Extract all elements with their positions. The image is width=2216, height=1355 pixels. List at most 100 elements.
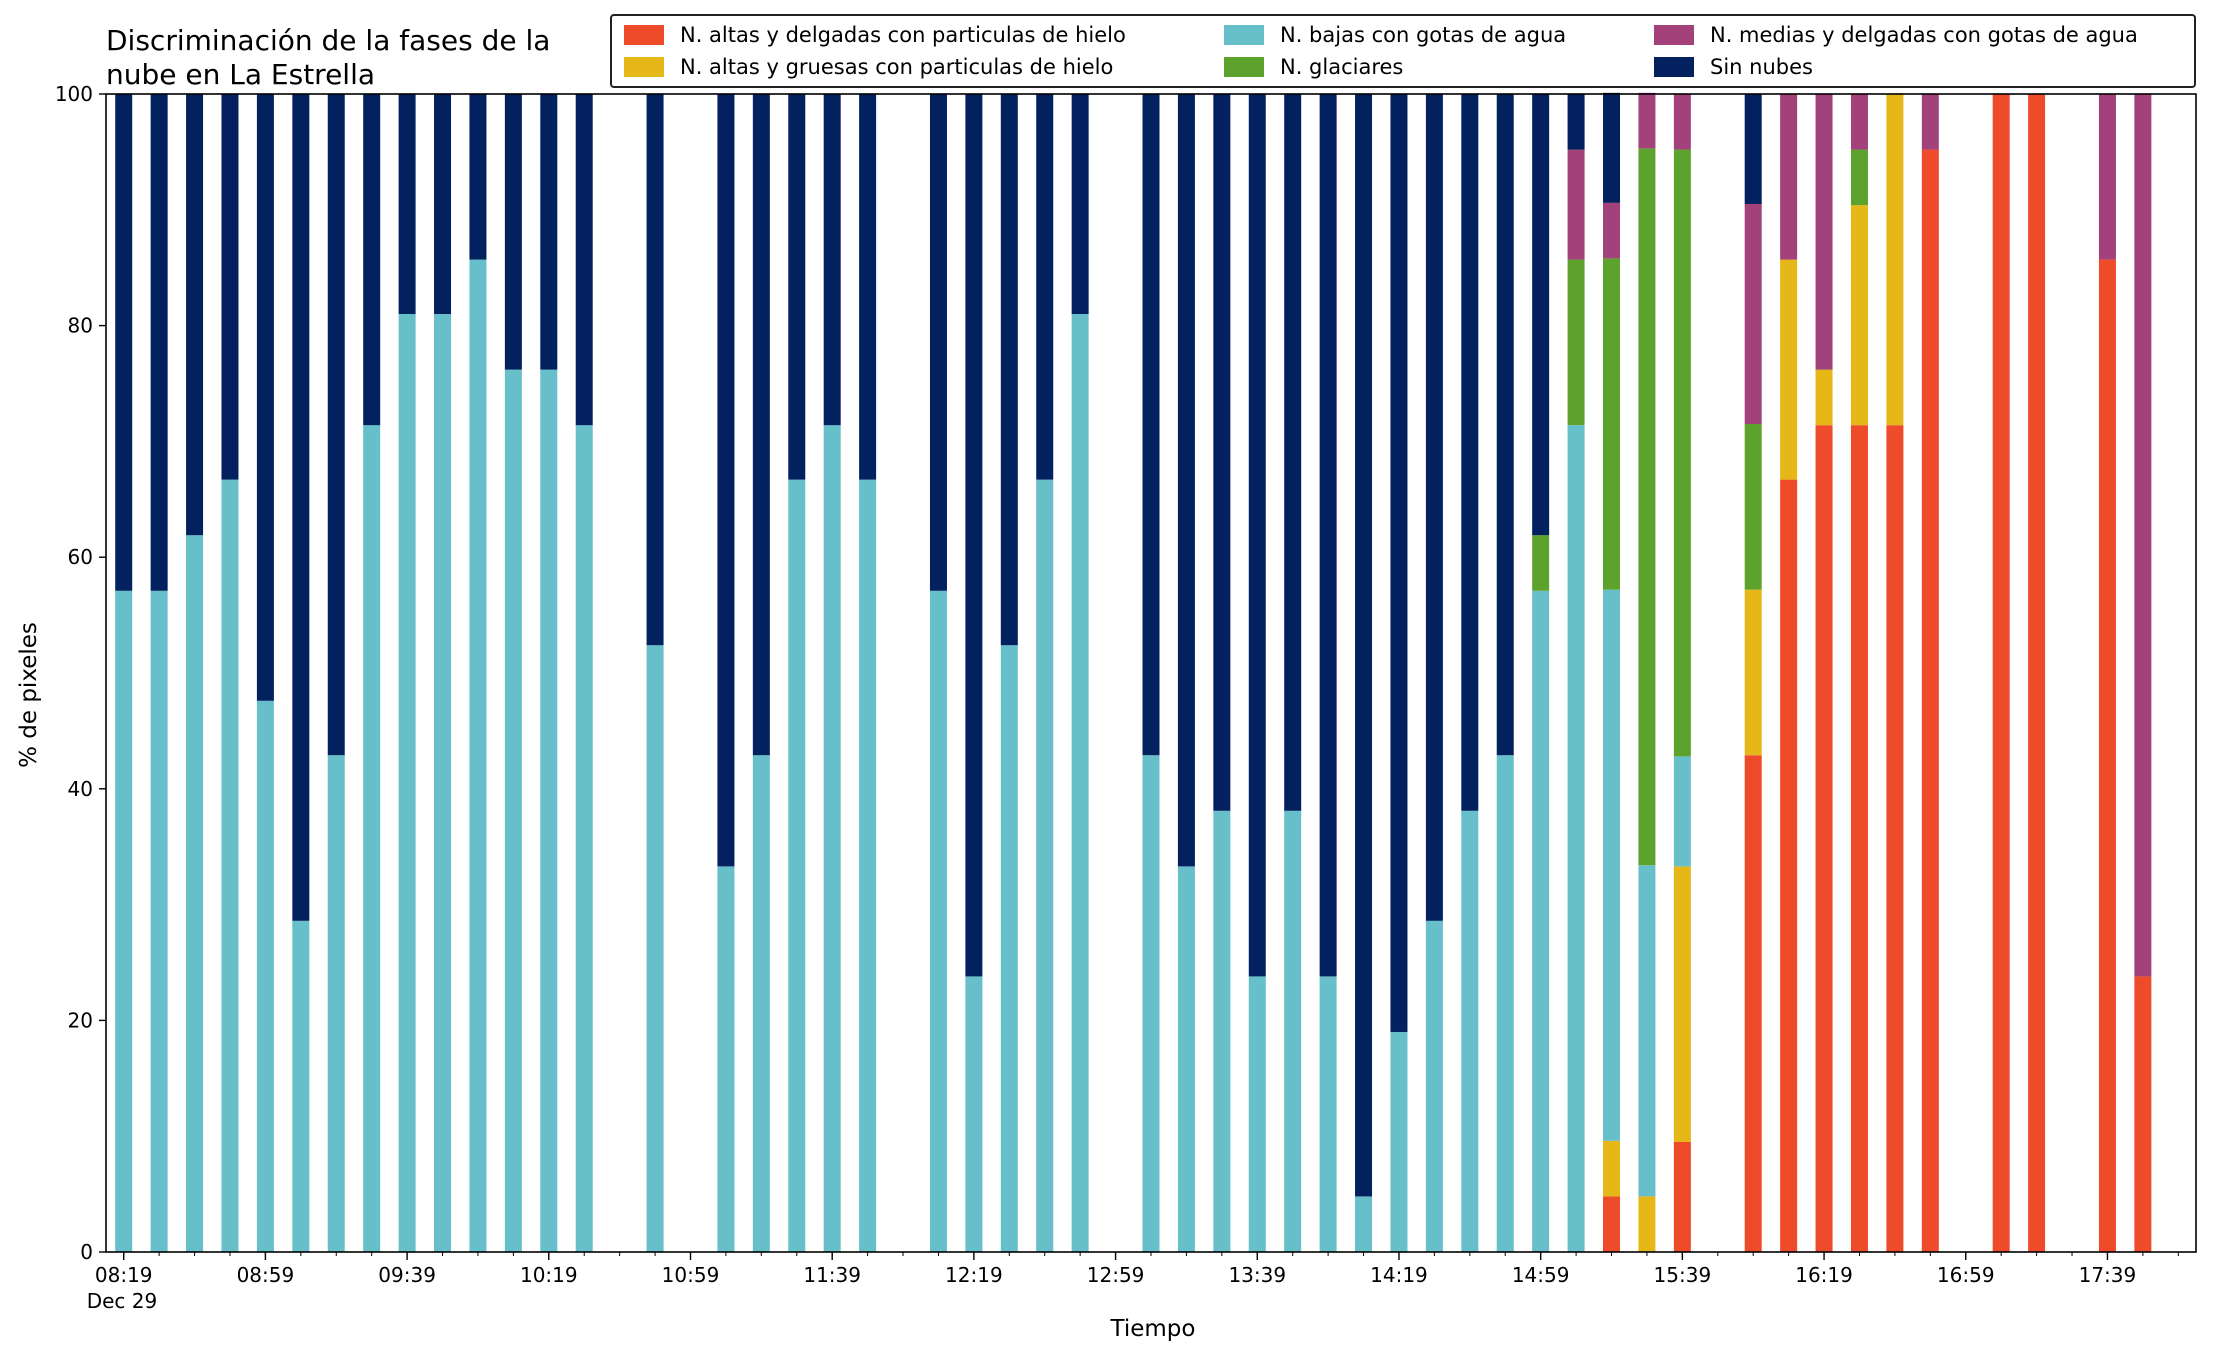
legend-item: N. altas y delgadas con particulas de hi… <box>624 20 1126 50</box>
bar-segment <box>115 94 133 591</box>
x-tick-label: 12:19 <box>945 1263 1003 1287</box>
bar-segment <box>1603 589 1621 1141</box>
bar-segment <box>823 425 841 1252</box>
x-tick-label: 15:39 <box>1654 1263 1712 1287</box>
bar-segment <box>646 645 664 1252</box>
x-tick-sublabel: Dec 29 <box>87 1289 158 1313</box>
bar-segment <box>2098 259 2116 1253</box>
bar-segment <box>823 94 841 426</box>
bar-segment <box>1532 94 1550 536</box>
bar-segment <box>1000 94 1018 646</box>
legend-swatch <box>1224 25 1264 45</box>
bar-segment <box>752 94 770 756</box>
bar-segment <box>1815 425 1833 1252</box>
bar-segment <box>1744 424 1762 590</box>
bar-segment <box>1390 1031 1408 1252</box>
bar-segment <box>1638 92 1656 149</box>
y-tick-label: 0 <box>80 1240 93 1264</box>
bar-segment <box>1248 976 1266 1252</box>
bar-segment <box>1921 149 1939 1253</box>
bar-segment <box>540 94 558 370</box>
bar-segment <box>434 314 452 1252</box>
x-tick-label: 08:19 <box>95 1263 153 1287</box>
bar-segment <box>1425 94 1443 921</box>
y-tick-label: 80 <box>68 314 93 338</box>
bar-segment <box>2134 976 2152 1252</box>
bar-segment <box>256 94 274 701</box>
bar-segment <box>1921 94 1939 150</box>
bar-segment <box>1673 1141 1691 1252</box>
bar-segment <box>1992 94 2010 1252</box>
bar-segment <box>1284 810 1302 1252</box>
bar-segment <box>2098 94 2116 260</box>
bar-segment <box>1744 589 1762 756</box>
bar-segment <box>1673 866 1691 1142</box>
x-tick-label: 16:19 <box>1795 1263 1853 1287</box>
bar-segment <box>1886 425 1904 1252</box>
bar-segment <box>327 94 345 756</box>
bar-segment <box>575 425 593 1252</box>
bar-segment <box>1319 976 1337 1252</box>
bar-segment <box>717 866 735 1252</box>
bar-segment <box>1425 920 1443 1252</box>
x-tick-label: 14:59 <box>1512 1263 1570 1287</box>
bar-segment <box>1284 94 1302 811</box>
x-tick-label: 12:59 <box>1087 1263 1145 1287</box>
legend-label: N. glaciares <box>1280 55 1404 79</box>
bar-segment <box>1213 810 1231 1252</box>
bar-segment <box>1744 755 1762 1252</box>
bar-segment <box>1177 866 1195 1252</box>
bar-segment <box>1567 425 1585 1252</box>
bar-segment <box>363 94 381 426</box>
legend-swatch <box>1654 57 1694 77</box>
bar-segment <box>186 535 204 1252</box>
legend-item: N. bajas con gotas de agua <box>1224 20 1566 50</box>
legend-swatch <box>624 57 664 77</box>
bar-segment <box>1850 149 1868 206</box>
y-tick-label: 40 <box>68 777 93 801</box>
x-tick-label: 11:39 <box>803 1263 861 1287</box>
bar-segment <box>1850 94 1868 150</box>
bar-segment <box>1142 755 1160 1252</box>
bar-segment <box>434 94 452 315</box>
x-tick-label: 17:39 <box>2079 1263 2137 1287</box>
x-tick-label: 16:59 <box>1937 1263 1995 1287</box>
bar-segment <box>1603 92 1621 203</box>
bar-segment <box>1532 590 1550 1252</box>
legend-label: N. medias y delgadas con gotas de agua <box>1710 23 2138 47</box>
y-tick-label: 60 <box>68 545 93 569</box>
bar-segment <box>327 755 345 1252</box>
legend-swatch <box>624 25 664 45</box>
bar-segment <box>1780 259 1798 480</box>
bar-segment <box>469 94 487 260</box>
y-tick-label: 100 <box>55 82 93 106</box>
bar-segment <box>1036 94 1054 480</box>
bar-segment <box>1638 1196 1656 1252</box>
bar-segment <box>1603 202 1621 259</box>
bar-segment <box>292 920 310 1252</box>
legend-item: N. glaciares <box>1224 52 1403 82</box>
legend-label: Sin nubes <box>1710 55 1813 79</box>
bar-segment <box>646 94 664 646</box>
bar-segment <box>504 369 522 1253</box>
bar-segment <box>1673 94 1691 150</box>
bar-segment <box>1390 94 1408 1032</box>
legend-item: N. altas y gruesas con particulas de hie… <box>624 52 1113 82</box>
bar-segment <box>788 94 806 480</box>
chart-legend: N. altas y delgadas con particulas de hi… <box>610 14 2196 88</box>
bar-segment <box>965 976 983 1252</box>
bar-segment <box>1142 94 1160 756</box>
bar-segment <box>1815 94 1833 370</box>
bar-segment <box>929 590 947 1252</box>
bar-segment <box>1248 94 1266 977</box>
bar-segment <box>186 94 204 536</box>
legend-label: N. altas y delgadas con particulas de hi… <box>680 23 1126 47</box>
legend-swatch <box>1224 57 1264 77</box>
x-tick-label: 10:59 <box>662 1263 720 1287</box>
legend-item: N. medias y delgadas con gotas de agua <box>1654 20 2138 50</box>
bar-segment <box>1603 1196 1621 1252</box>
y-tick-label: 20 <box>68 1008 93 1032</box>
y-axis-label: % de pixeles <box>16 622 42 768</box>
bar-segment <box>1638 865 1656 1197</box>
